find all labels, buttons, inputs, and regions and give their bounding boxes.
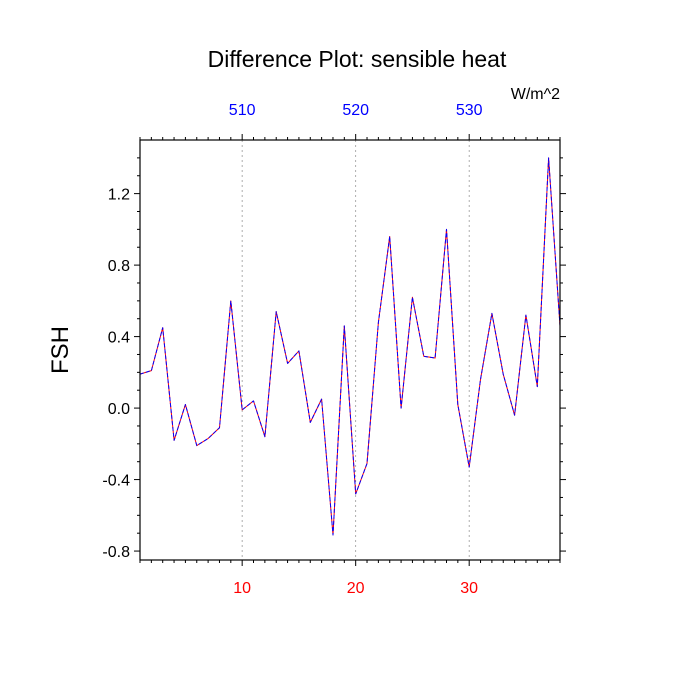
y-tick-label: 0.0: [108, 401, 130, 418]
x-tick-label-bottom: 10: [233, 580, 251, 597]
x-tick-label-bottom: 20: [347, 580, 365, 597]
series-line-1: [139, 157, 561, 536]
y-tick-label: 0.4: [108, 330, 130, 347]
x-tick-label-top: 520: [342, 102, 369, 119]
y-tick-label: 1.2: [108, 187, 130, 204]
tick-labels: -0.8 -0.4 0.0 0.4 0.8 1.2 10 20 30 510 520 530: [102, 102, 482, 597]
y-tick-label: 0.8: [108, 258, 130, 275]
series-lines: [139, 157, 561, 536]
chart-title: Difference Plot: sensible heat: [208, 46, 507, 72]
units-label: W/m^2: [511, 86, 560, 103]
x-tick-label-top: 510: [229, 102, 256, 119]
y-tick-label: -0.4: [102, 473, 130, 490]
series-line-2: [139, 157, 561, 536]
axis-ticks: [134, 134, 566, 566]
plot-frame: [139, 139, 561, 561]
x-tick-label-bottom: 30: [460, 580, 478, 597]
y-axis-label: FSH: [47, 326, 74, 374]
x-tick-label-top: 530: [456, 102, 483, 119]
gridlines: [241, 140, 470, 560]
y-tick-label: -0.8: [102, 544, 130, 561]
